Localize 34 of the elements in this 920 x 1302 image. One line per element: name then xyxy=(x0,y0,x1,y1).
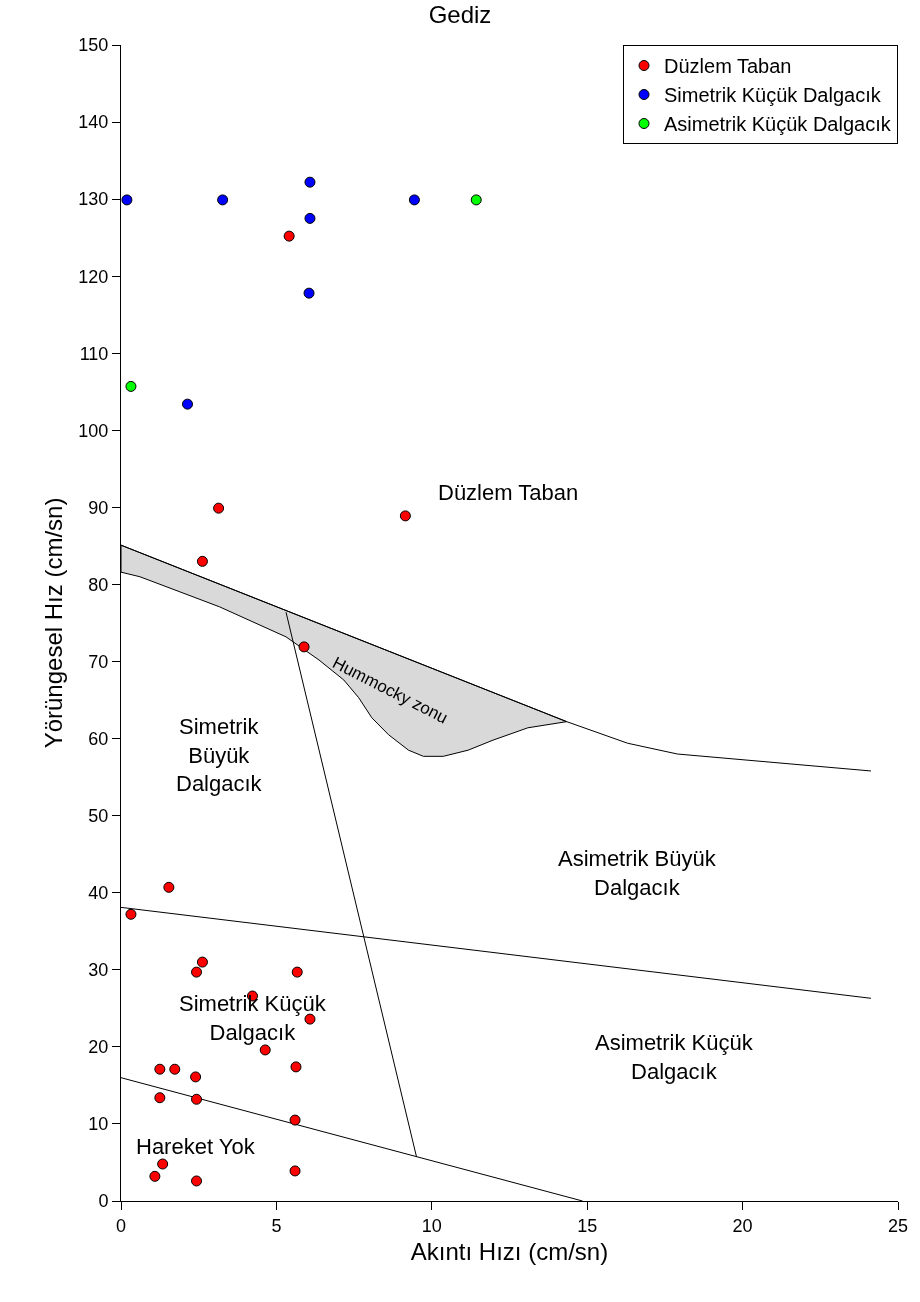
x-tick-label: 25 xyxy=(887,1215,909,1236)
y-tick-label: 110 xyxy=(79,343,109,364)
x-tick-label: 10 xyxy=(421,1215,442,1236)
x-tick-label: 15 xyxy=(577,1215,598,1236)
annotation: Simetrik Küçük Dalgacık xyxy=(179,991,327,1045)
x-tick-label: 5 xyxy=(271,1215,282,1236)
annotation: Asimetrik Büyük Dalgacık xyxy=(558,846,717,900)
x-tick-label: 0 xyxy=(115,1215,127,1236)
y-tick-label: 130 xyxy=(78,189,109,210)
y-tick-label: 80 xyxy=(88,574,109,595)
y-tick-label: 30 xyxy=(88,960,109,981)
x-tick-label: 20 xyxy=(732,1215,753,1236)
y-tick-label: 60 xyxy=(88,728,109,749)
y-tick-label: 50 xyxy=(88,805,109,826)
y-tick-label: 70 xyxy=(88,651,109,672)
y-tick-label: 150 xyxy=(78,35,109,56)
legend-label: Asimetrik Küçük Dalgacık xyxy=(664,113,892,136)
y-tick-label: 90 xyxy=(88,497,109,518)
y-tick-label: 40 xyxy=(88,883,109,904)
annotation: Düzlem Taban xyxy=(438,480,579,505)
chart-title: Gediz xyxy=(428,1,492,29)
annotation: Simetrik Büyük Dalgacık xyxy=(176,714,263,797)
legend-label: Simetrik Küçük Dalgacık xyxy=(664,84,882,107)
annotation: Hareket Yok xyxy=(136,1134,256,1159)
y-axis-title: Yörüngesel Hız (cm/sn) xyxy=(40,497,68,749)
y-tick-label: 120 xyxy=(78,266,109,287)
y-tick-label: 20 xyxy=(88,1037,109,1058)
annotation: Asimetrik Küçük Dalgacık xyxy=(595,1030,754,1084)
y-tick-label: 140 xyxy=(78,112,109,133)
legend-label: Düzlem Taban xyxy=(664,55,792,78)
y-tick-label: 100 xyxy=(78,420,109,441)
y-tick-label: 10 xyxy=(88,1114,109,1135)
x-axis-title: Akıntı Hızı (cm/sn) xyxy=(410,1237,609,1265)
y-tick-label: 0 xyxy=(98,1191,109,1212)
